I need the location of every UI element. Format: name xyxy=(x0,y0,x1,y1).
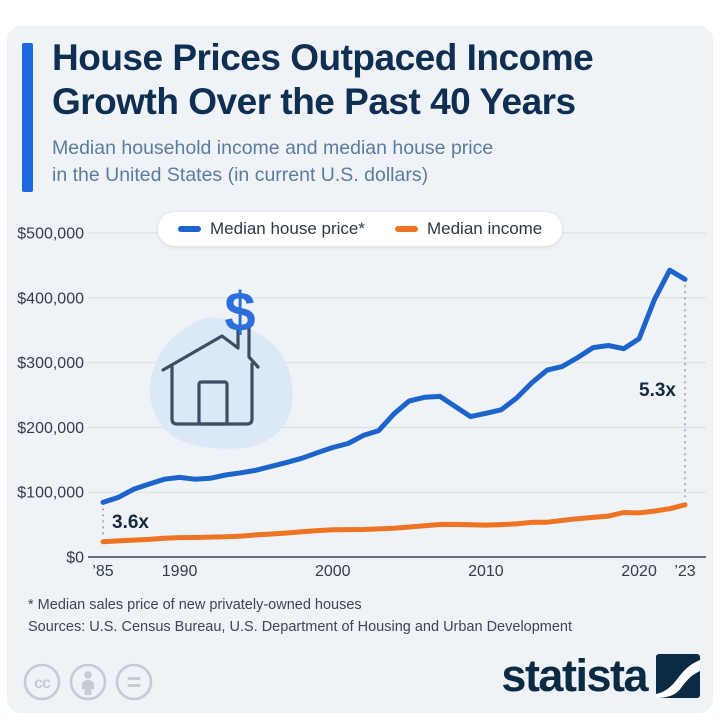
cc-attribution-icon[interactable] xyxy=(68,661,108,703)
annotation-start-ratio: 3.6x xyxy=(112,512,149,533)
page-title: House Prices Outpaced Income Growth Over… xyxy=(52,36,692,124)
svg-text:cc: cc xyxy=(34,675,51,692)
subtitle-line-1: Median household income and median house… xyxy=(52,137,494,159)
legend-label-house-price: Median house price* xyxy=(210,219,365,238)
y-tick-label: $400,000 xyxy=(17,290,84,307)
annotation-end-ratio: 5.3x xyxy=(639,380,676,401)
x-tick-label: ’85 xyxy=(92,563,113,580)
chart-sources: Sources: U.S. Census Bureau, U.S. Depart… xyxy=(28,619,573,635)
title-line-2: Growth Over the Past 40 Years xyxy=(52,81,576,122)
title-accent-bar xyxy=(22,43,33,192)
dotted-connectors xyxy=(102,285,686,536)
y-tick-label: $300,000 xyxy=(17,355,84,372)
axis-labels: $0 $100,000 $200,000 $300,000 $400,000 $500,0… xyxy=(17,226,696,581)
y-tick-label: $500,000 xyxy=(17,226,84,243)
title-line-1: House Prices Outpaced Income xyxy=(52,37,594,78)
cc-equals-icon[interactable] xyxy=(114,661,154,703)
subtitle-line-2: in the United States (in current U.S. do… xyxy=(52,164,429,186)
page-subtitle: Median household income and median house… xyxy=(52,135,672,189)
x-tick-label: 2000 xyxy=(315,563,351,580)
legend-item-house-price: Median house price* xyxy=(178,219,365,239)
chart-legend: Median house price* Median income xyxy=(158,212,563,246)
dollar-sign-icon: $ xyxy=(224,280,255,343)
data-series xyxy=(100,267,688,545)
statista-mark-icon xyxy=(656,654,700,698)
series-line-income xyxy=(100,502,688,545)
statista-logo[interactable]: statista xyxy=(501,651,700,701)
legend-item-income: Median income xyxy=(394,219,543,239)
x-tick-label: 1990 xyxy=(162,563,198,580)
x-tick-label: ’23 xyxy=(674,563,695,580)
y-tick-label: $0 xyxy=(66,550,84,567)
chart-card xyxy=(7,26,713,713)
x-tick-label: 2010 xyxy=(468,563,504,580)
house-price-line-swatch xyxy=(178,226,201,232)
statista-wordmark: statista xyxy=(501,650,648,701)
legend-label-income: Median income xyxy=(426,219,543,238)
income-line-swatch xyxy=(394,226,418,232)
x-tick-label: 2020 xyxy=(621,563,657,580)
cc-license-icon[interactable]: cc xyxy=(22,661,62,703)
y-tick-label: $200,000 xyxy=(17,420,84,437)
chart-footnote: * Median sales price of new privately-ow… xyxy=(28,597,362,613)
license-icons[interactable]: cc xyxy=(22,661,154,703)
house-price-illustration: $ xyxy=(149,280,293,449)
series-line-house-price xyxy=(100,267,688,505)
y-tick-label: $100,000 xyxy=(17,485,84,502)
house-door-icon xyxy=(197,380,229,426)
